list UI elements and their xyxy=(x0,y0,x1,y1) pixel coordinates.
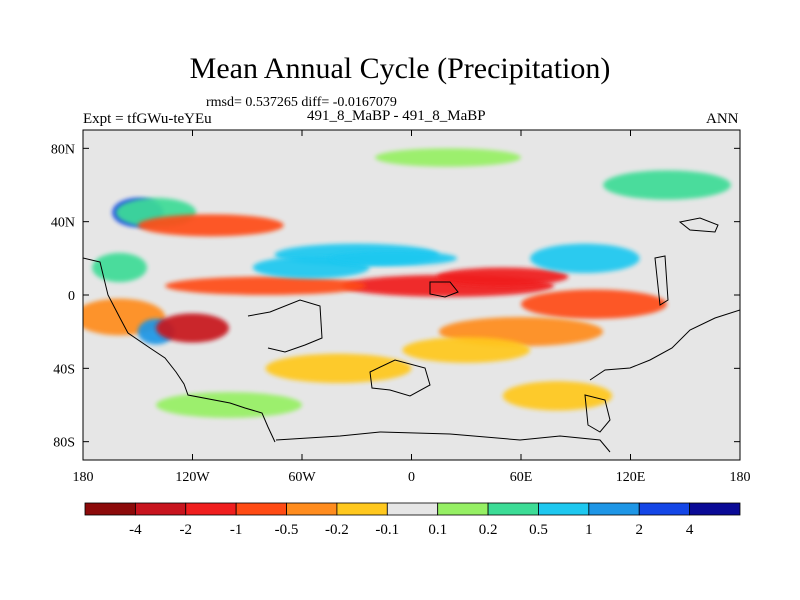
coastline-australia xyxy=(589,309,740,381)
experiment-label: Expt = tfGWu-teYEu xyxy=(83,111,212,127)
colorbar-box-7 xyxy=(437,502,489,516)
colorbar-box-0 xyxy=(84,502,136,516)
anomaly-region-15 xyxy=(402,337,531,363)
anomaly-region-13 xyxy=(521,289,667,319)
colorbar-box-9 xyxy=(538,502,590,516)
x-tick-label-5: 120E xyxy=(616,470,646,485)
case-label: 491_8_MaBP - 491_8_MaBP xyxy=(307,108,486,124)
coastline-mediterranean xyxy=(429,281,459,298)
colorbar-box-10 xyxy=(588,502,640,516)
colorbar-box-2 xyxy=(185,502,237,516)
axes: 180 120W 60W 0 60E 120E 180 80N 40N 0 40S 80S xyxy=(51,130,751,485)
colorbar-box-6 xyxy=(386,502,439,516)
x-tick-label-3: 0 xyxy=(408,470,415,485)
y-tick-label-4: 80S xyxy=(53,436,75,451)
colorbar-label-5: -0.1 xyxy=(375,522,399,538)
x-tick-label-1: 120W xyxy=(175,470,210,485)
colorbar-label-8: 0.5 xyxy=(529,522,548,538)
coastline-americas xyxy=(83,257,276,443)
y-tick-label-1: 40N xyxy=(51,216,75,231)
colorbar-box-12 xyxy=(689,502,741,516)
anomaly-region-2 xyxy=(165,276,366,296)
colorbar-box-4 xyxy=(286,502,338,516)
anomaly-region-12 xyxy=(156,313,229,343)
map-area xyxy=(82,129,741,461)
anomaly-region-18 xyxy=(156,392,302,418)
chart-title: Mean Annual Cycle (Precipitation) xyxy=(189,52,611,85)
colorbar-label-9: 1 xyxy=(585,522,593,538)
colorbar-box-3 xyxy=(235,502,287,516)
colorbar-label-4: -0.2 xyxy=(325,522,349,538)
coastline-outlines xyxy=(83,217,740,453)
coastline-antarctica xyxy=(275,431,611,453)
colorbar-label-11: 4 xyxy=(686,522,694,538)
anomaly-region-19 xyxy=(375,148,521,167)
anomaly-region-6 xyxy=(137,214,284,237)
y-tick-label-2: 0 xyxy=(68,289,75,304)
anomaly-region-1 xyxy=(437,267,569,286)
colorbar-label-10: 2 xyxy=(635,522,643,538)
y-tick-label-0: 80N xyxy=(51,142,75,157)
colorbar: -4 -2 -1 -0.5 -0.2 -0.1 0.1 0.2 0.5 1 2 4 xyxy=(84,502,741,538)
anomaly-region-17 xyxy=(502,381,613,411)
coastline-south-america xyxy=(247,299,323,353)
anomaly-region-16 xyxy=(265,353,412,384)
coastline-africa-south xyxy=(369,359,431,397)
coastline-antarctic-peninsula xyxy=(584,394,611,433)
colorbar-box-1 xyxy=(134,502,187,516)
y-tick-label-3: 40S xyxy=(53,362,75,377)
colorbar-box-11 xyxy=(638,502,691,516)
colorbar-box-5 xyxy=(336,502,388,516)
colorbar-label-3: -0.5 xyxy=(275,522,299,538)
colorbar-box-8 xyxy=(487,502,539,516)
season-label: ANN xyxy=(706,111,739,127)
anomaly-region-8 xyxy=(329,251,458,266)
stats-line: rmsd= 0.537265 diff= -0.0167079 xyxy=(206,95,397,110)
x-tick-label-6: 180 xyxy=(730,470,751,485)
colorbar-label-0: -4 xyxy=(129,522,142,538)
coastline-kamchatka xyxy=(678,217,719,233)
x-tick-label-2: 60W xyxy=(288,470,316,485)
anomaly-region-20 xyxy=(603,170,731,200)
colorbar-label-7: 0.2 xyxy=(479,522,498,538)
coastline-asia-east xyxy=(654,255,669,306)
x-tick-label-4: 60E xyxy=(510,470,533,485)
x-tick-label-0: 180 xyxy=(73,470,94,485)
colorbar-label-6: 0.1 xyxy=(428,522,447,538)
anomaly-region-21 xyxy=(92,252,147,283)
colorbar-label-2: -1 xyxy=(230,522,243,538)
anomaly-region-9 xyxy=(530,243,640,273)
colorbar-label-1: -2 xyxy=(180,522,193,538)
